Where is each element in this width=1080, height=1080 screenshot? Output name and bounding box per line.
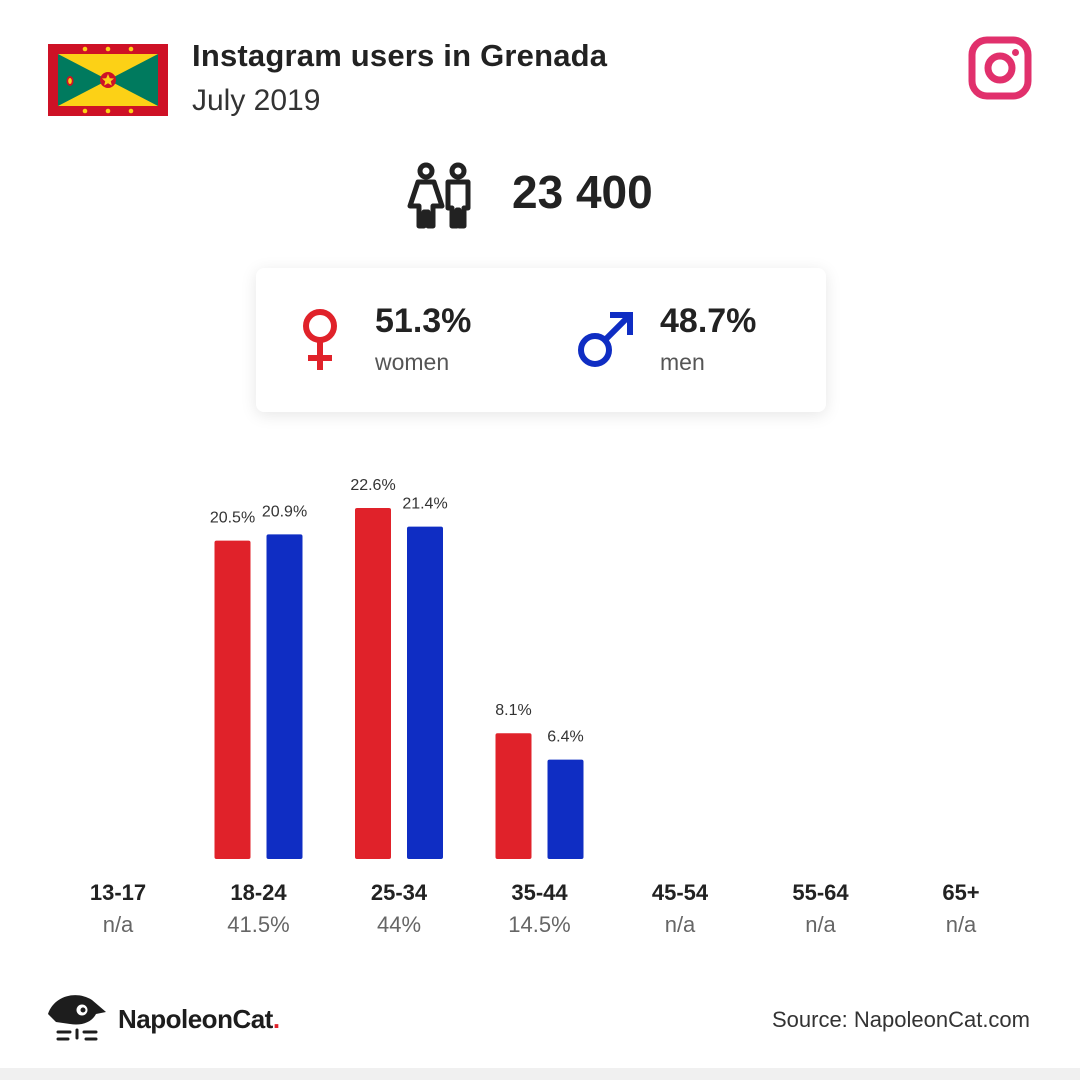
age-label: 35-44	[511, 880, 568, 905]
men-bar	[547, 759, 584, 859]
men-bar-label: 6.4%	[547, 729, 583, 746]
women-bar	[214, 540, 251, 859]
age-label: 55-64	[792, 880, 849, 905]
age-total: 44%	[377, 912, 421, 937]
female-icon	[300, 308, 340, 377]
age-total: n/a	[665, 912, 696, 937]
men-percent: 48.7%	[660, 302, 757, 340]
instagram-icon	[968, 36, 1032, 100]
bottom-strip	[0, 1068, 1080, 1080]
women-bar-label: 20.5%	[210, 510, 255, 527]
women-bar	[495, 733, 532, 859]
age-total: 41.5%	[227, 912, 289, 937]
age-total: n/a	[103, 912, 134, 937]
users-icon	[406, 162, 478, 232]
male-icon	[576, 310, 636, 375]
page-title: Instagram users in Grenada	[192, 38, 608, 73]
total-users: 23 400	[512, 166, 653, 218]
men-bar	[266, 534, 303, 859]
women-percent: 51.3%	[375, 302, 472, 340]
brand-name-text: NapoleonCat	[118, 1004, 273, 1034]
age-label: 18-24	[230, 880, 287, 905]
men-label: men	[660, 349, 705, 375]
age-total: n/a	[946, 912, 977, 937]
age-total: 14.5%	[508, 912, 570, 937]
age-total: n/a	[805, 912, 836, 937]
napoleoncat-logo-icon	[46, 992, 108, 1044]
women-label: women	[375, 349, 450, 375]
grenada-flag	[48, 44, 168, 116]
men-bar-label: 21.4%	[402, 496, 447, 513]
age-label: 25-34	[371, 880, 428, 905]
source-credit: Source: NapoleonCat.com	[771, 1007, 1030, 1032]
women-bar-label: 8.1%	[495, 702, 531, 719]
women-bar	[355, 508, 391, 859]
age-label: 13-17	[90, 880, 146, 905]
women-bar-label: 22.6%	[350, 477, 395, 494]
age-label: 65+	[942, 880, 979, 905]
gender-card: 51.3% women 48.7% men	[256, 268, 826, 412]
brand-dot: .	[272, 1004, 280, 1034]
brand-name: NapoleonCat.	[118, 1004, 280, 1035]
page-subtitle: July 2019	[192, 84, 321, 117]
men-bar	[407, 526, 443, 859]
age-label: 45-54	[652, 880, 709, 905]
men-bar-label: 20.9%	[262, 503, 307, 520]
